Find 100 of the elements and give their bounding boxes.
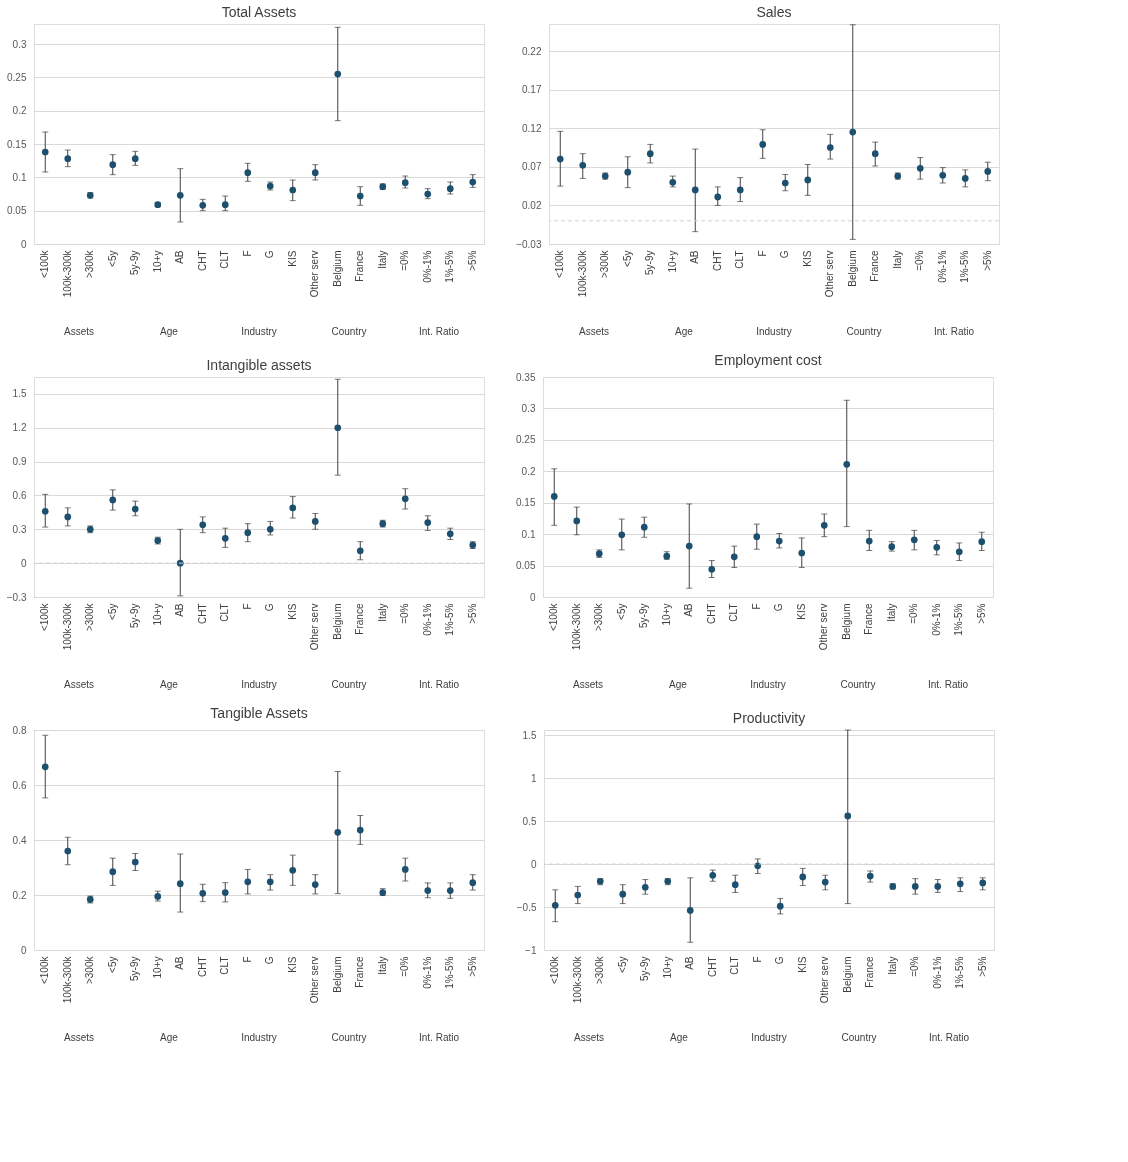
y-tick-label: 0.1 — [521, 528, 536, 540]
text: Age — [160, 326, 179, 337]
x-tick-label: >300k — [84, 955, 96, 985]
x-tick-label: France — [869, 250, 881, 282]
x-tick-label: 0%-1% — [421, 603, 433, 636]
y-tick-label: 0.12 — [522, 122, 542, 134]
x-tick-label: 5y-9y — [639, 956, 651, 981]
x-tick-label: KIS — [796, 956, 808, 973]
chart-title: Employment cost — [714, 352, 822, 368]
y-tick-label: 0.6 — [12, 779, 27, 791]
text: Industry — [750, 679, 786, 690]
y-tick-label: 0.6 — [12, 489, 27, 501]
x-tick-label: >5% — [981, 250, 993, 271]
x-tick-label: =0% — [399, 603, 411, 624]
y-tick-label: 0.4 — [12, 834, 27, 846]
x-tick-label: 100k-300k — [576, 249, 588, 298]
x-tick-label: 5y-9y — [638, 603, 650, 628]
x-tick-label: >5% — [466, 956, 478, 977]
x-tick-label: CLT — [728, 603, 740, 622]
y-tick-label: 0.35 — [516, 371, 536, 383]
x-tick-label: AB — [174, 956, 186, 970]
x-tick-label: Italy — [891, 250, 903, 269]
x-tick-label: 10+y — [661, 956, 673, 979]
x-tick-label: 5y-9y — [644, 250, 656, 275]
x-tick-label: Other serv — [824, 250, 836, 298]
x-tick-label: <100k — [554, 249, 566, 279]
x-tick-label: KIS — [801, 250, 813, 267]
x-tick-label: Italy — [885, 603, 897, 622]
y-tick-label: 1.5 — [522, 729, 537, 741]
text: Assets — [573, 1032, 605, 1043]
text: Age — [670, 1032, 689, 1043]
y-tick-label: 0.9 — [12, 456, 27, 468]
x-tick-label: 0%-1% — [936, 250, 948, 283]
y-tick-label: 0.02 — [522, 199, 542, 211]
x-tick-label: <5y — [106, 250, 118, 267]
y-tick-label: 1.2 — [12, 422, 27, 434]
x-tick-label: 0%-1% — [421, 956, 433, 989]
x-tick-label: 1%-5% — [444, 250, 456, 283]
x-tick-label: =0% — [908, 603, 920, 624]
y-tick-label: 0 — [20, 944, 27, 956]
y-tick-label: 1.5 — [12, 388, 27, 400]
x-tick-label: F — [241, 250, 253, 257]
x-tick-label: 100k-300k — [61, 602, 73, 651]
x-tick-label: <100k — [549, 955, 561, 985]
x-tick-label: <5y — [616, 956, 628, 973]
x-tick-label: F — [751, 956, 763, 963]
x-tick-label: CHT — [705, 603, 717, 625]
x-tick-label: 100k-300k — [570, 602, 582, 651]
x-tick-label: KIS — [286, 603, 298, 620]
text: Assets — [578, 326, 610, 337]
chart-title: Sales — [756, 4, 792, 20]
text: Country — [331, 1032, 367, 1043]
x-tick-label: Other serv — [309, 956, 321, 1004]
x-tick-label: <100k — [39, 955, 51, 985]
y-tick-label: 0 — [20, 238, 27, 250]
x-tick-label: CHT — [706, 956, 718, 978]
x-tick-label: F — [756, 250, 768, 257]
y-tick-label: 0.2 — [521, 465, 536, 477]
y-tick-label: −0.3 — [6, 591, 27, 603]
text: Industry — [756, 326, 792, 337]
x-tick-label: France — [863, 603, 875, 635]
y-tick-label: 0.3 — [12, 38, 27, 50]
x-tick-label: >300k — [593, 602, 605, 632]
x-tick-label: AB — [174, 603, 186, 617]
x-tick-label: >5% — [976, 956, 988, 977]
x-tick-label: =0% — [399, 250, 411, 271]
text: Int. Ratio — [927, 679, 969, 690]
x-tick-label: Belgium — [331, 250, 343, 287]
y-tick-label: 0.25 — [7, 71, 27, 83]
x-tick-label: KIS — [286, 250, 298, 267]
x-tick-label: Belgium — [331, 603, 343, 640]
y-tick-label: 0.05 — [7, 205, 27, 217]
x-tick-label: Italy — [376, 956, 388, 975]
x-tick-label: Other serv — [819, 956, 831, 1004]
x-tick-label: Italy — [376, 250, 388, 269]
y-tick-label: 0.2 — [12, 105, 27, 117]
x-tick-label: CLT — [219, 603, 231, 622]
y-tick-label: 0.25 — [516, 434, 536, 446]
text: Age — [160, 1032, 179, 1043]
text: Int. Ratio — [928, 1032, 970, 1043]
text: Int. Ratio — [418, 326, 460, 337]
x-tick-label: <5y — [621, 250, 633, 267]
y-tick-label: −0.5 — [516, 901, 537, 913]
text: Country — [846, 326, 882, 337]
x-tick-label: Belgium — [846, 250, 858, 287]
chart-title: Productivity — [732, 709, 806, 726]
x-tick-label: CHT — [196, 603, 208, 625]
x-tick-label: 10+y — [666, 250, 678, 273]
x-tick-label: CHT — [196, 250, 208, 272]
x-tick-label: 10+y — [151, 250, 163, 273]
y-tick-label: 0.07 — [522, 161, 542, 173]
x-tick-label: CHT — [196, 956, 208, 978]
text: Country — [840, 679, 876, 690]
x-tick-label: >5% — [975, 603, 987, 624]
x-tick-label: France — [354, 956, 366, 988]
text: Assets — [63, 1032, 95, 1043]
y-tick-label: 0.3 — [521, 402, 536, 414]
x-tick-label: Italy — [886, 956, 898, 975]
y-tick-label: 0.17 — [522, 84, 542, 96]
x-tick-label: 1%-5% — [953, 603, 965, 636]
